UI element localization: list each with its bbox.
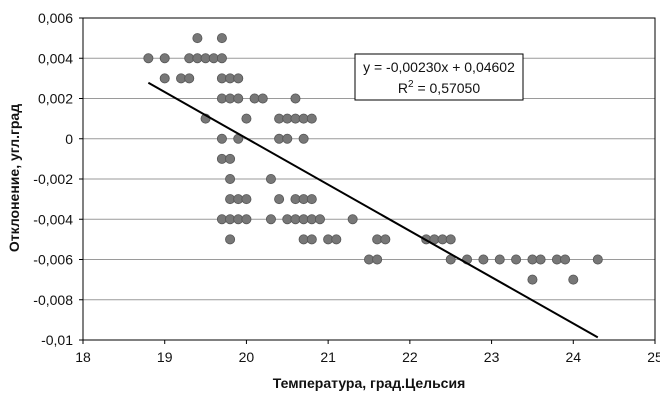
x-tick-label: 20 [239,349,255,365]
data-point [331,234,342,245]
data-point [274,194,285,205]
data-point [159,73,170,84]
data-point [216,53,227,64]
data-point [159,53,170,64]
x-tick-label: 21 [320,349,336,365]
y-tick-label: -0,008 [33,292,73,308]
equation-box-border [354,53,524,101]
data-point [225,153,236,164]
data-point [143,53,154,64]
x-tick-label: 18 [75,349,91,365]
data-point [241,113,252,124]
data-point [216,133,227,144]
x-tick-label: 25 [647,349,660,365]
trendline [147,81,599,339]
data-point [380,234,391,245]
data-point [592,254,603,265]
y-tick-label: -0,002 [33,171,73,187]
r-squared-value: = 0,57050 [414,80,481,96]
x-tick-label: 22 [402,349,418,365]
data-point [290,93,301,104]
data-point [241,214,252,225]
y-axis-title: Отклонение, угл.град [6,104,22,252]
data-point [535,254,546,265]
data-point [306,113,317,124]
data-point [233,73,244,84]
data-point [478,254,489,265]
data-point [241,194,252,205]
y-tick-label: 0,002 [38,91,73,107]
x-tick-label: 24 [565,349,581,365]
data-point [314,214,325,225]
equation-box: y = -0,00230x + 0,04602 R2 = 0,57050 [354,53,524,101]
r-squared-superscript: 2 [408,79,414,90]
data-point [257,93,268,104]
data-points [143,33,603,285]
data-point [527,274,538,285]
y-tick-label: -0,004 [33,211,73,227]
data-point [347,214,358,225]
data-point [560,254,571,265]
r-squared-prefix: R [398,80,408,96]
data-point [445,234,456,245]
data-point [265,214,276,225]
y-tick-label: -0,006 [33,252,73,268]
data-point [216,33,227,44]
data-point [306,194,317,205]
y-tick-label: 0 [65,131,73,147]
x-tick-label: 23 [484,349,500,365]
x-tick-labels: 18 19 20 21 22 23 24 25 [75,349,660,365]
data-point [568,274,579,285]
y-tick-labels: -0,01 -0,008 -0,006 -0,004 -0,002 0 0,002 0,004… [33,10,73,348]
x-axis-title: Температура, град.Цельсия [273,375,466,391]
y-tick-label: 0,006 [38,10,73,26]
data-point [298,133,309,144]
data-point [282,133,293,144]
data-point [265,173,276,184]
y-tick-label: -0,01 [41,332,73,348]
data-point [494,254,505,265]
data-point [192,33,203,44]
r-squared-label: R2 = 0,57050 [398,79,480,96]
data-point [184,73,195,84]
plot-border [82,17,656,341]
trendline-equation: y = -0,00230x + 0,04602 [363,59,515,75]
data-point [233,93,244,104]
data-point [372,254,383,265]
data-point [225,173,236,184]
data-point [225,234,236,245]
x-tick-label: 19 [157,349,173,365]
data-point [511,254,522,265]
y-tick-label: 0,004 [38,50,73,66]
data-point [306,234,317,245]
